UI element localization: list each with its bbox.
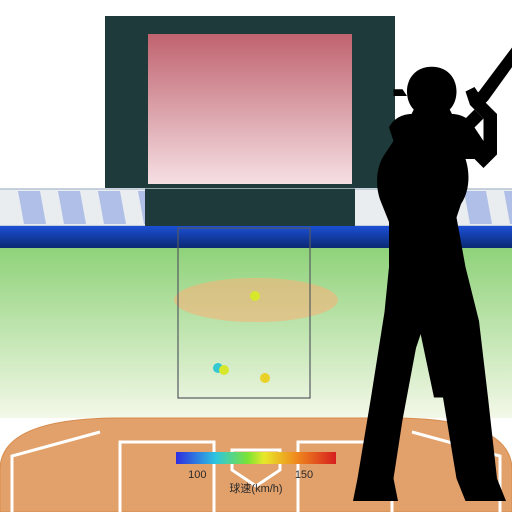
legend-tick-label: 150 — [295, 469, 313, 481]
pitch-marker — [250, 291, 260, 301]
pitch-marker — [260, 373, 270, 383]
legend-label: 球速(km/h) — [229, 481, 282, 495]
infield-dirt — [0, 418, 512, 512]
pitch-marker — [219, 365, 229, 375]
scoreboard-screen — [148, 34, 352, 184]
legend-gradient-bar — [176, 452, 336, 464]
legend-tick-label: 100 — [188, 469, 206, 481]
